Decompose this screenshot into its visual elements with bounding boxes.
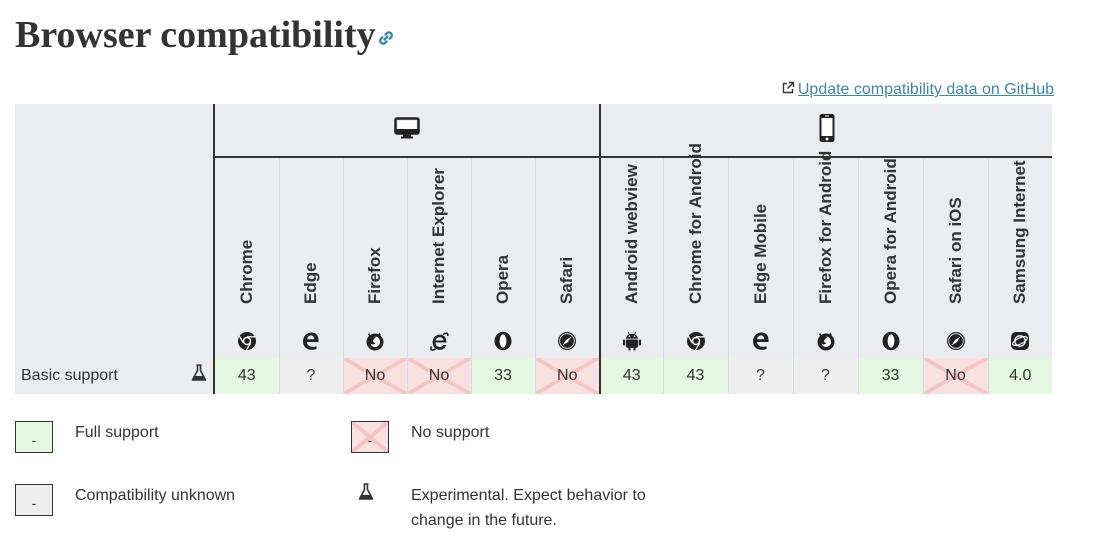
support-cell-android-webview[interactable]: 43 (599, 358, 663, 394)
support-cell-samsung-internet[interactable]: 4.0 (987, 358, 1052, 394)
browser-header-internet-explorer: Internet Explorer (406, 157, 471, 358)
support-cell-edge[interactable]: ? (278, 358, 343, 394)
browser-header-safari: Safari (534, 157, 601, 358)
legend-full-support-swatch: - (15, 421, 53, 453)
internet-explorer-icon (430, 332, 449, 351)
safari-icon (946, 332, 965, 350)
firefox-icon (366, 332, 384, 351)
browser-name: Safari (557, 256, 577, 304)
browser-header-opera-for-android: Opera for Android (857, 157, 923, 358)
opera-icon (882, 331, 899, 351)
browser-header-edge-mobile: Edge Mobile (727, 157, 793, 358)
browser-name: Firefox for Android (815, 150, 835, 304)
browser-header-samsung-internet: Samsung Internet (987, 157, 1052, 358)
browser-row: Chrome Edge Firefox Internet Explorer Opera S… (15, 143, 1052, 358)
browser-name: Chrome for Android (685, 143, 705, 304)
feature-name-cell: Basic support (15, 358, 215, 394)
support-cell-safari-on-ios[interactable]: No (922, 358, 988, 394)
legend-unknown-swatch: - (15, 484, 53, 516)
compat-table: Chrome Edge Firefox Internet Explorer Opera S… (15, 104, 1052, 394)
support-cell-firefox[interactable]: No (342, 358, 407, 394)
browser-header-chrome-for-android: Chrome for Android (662, 143, 728, 358)
external-link-icon (782, 81, 795, 94)
feature-name: Basic support (21, 367, 118, 384)
legend-no-support-label: No support (411, 424, 490, 441)
support-cell-chrome[interactable]: 43 (214, 358, 279, 394)
experimental-flask-icon (358, 483, 374, 500)
page-title: Browser compatibility (15, 14, 376, 56)
edge-icon (752, 332, 769, 350)
browser-header-chrome: Chrome (214, 157, 279, 358)
browser-header-firefox-for-android: Firefox for Android (792, 151, 858, 358)
browser-name: Edge Mobile (750, 203, 770, 304)
legend-experimental-label: Experimental. Expect behavior to change … (411, 487, 646, 529)
update-link-label: Update compatibility data on GitHub (797, 81, 1054, 98)
opera-icon (494, 331, 512, 351)
browser-header-safari-on-ios: Safari on iOS (922, 157, 988, 358)
browser-name: Edge (301, 262, 320, 304)
update-compat-data-link[interactable]: Update compatibility data on GitHub (781, 80, 1054, 100)
browser-name: Samsung Internet (1010, 160, 1030, 304)
experimental-flask-icon (191, 364, 207, 381)
support-cell-chrome-for-android[interactable]: 43 (662, 358, 728, 394)
legend-no-support-swatch: - (351, 421, 389, 453)
browser-name: Android webview (621, 164, 641, 304)
platform-row (15, 104, 1052, 358)
browser-header-opera: Opera (470, 157, 535, 358)
support-cell-safari[interactable]: No (534, 358, 601, 394)
safari-icon (558, 332, 577, 350)
browser-name: Internet Explorer (429, 167, 448, 304)
support-cell-internet-explorer[interactable]: No (406, 358, 471, 394)
chrome-icon (237, 332, 256, 351)
browser-header-firefox: Firefox (342, 157, 407, 358)
platform-mobile (600, 104, 1052, 158)
browser-header-android-webview: Android webview (599, 157, 663, 358)
legend-full-support-label: Full support (75, 424, 159, 441)
support-cell-edge-mobile[interactable]: ? (727, 358, 793, 394)
desktop-icon (394, 116, 420, 138)
support-cell-firefox-for-android[interactable]: ? (792, 358, 858, 394)
browser-name: Chrome (236, 239, 256, 304)
mobile-icon (819, 113, 834, 142)
legend-unknown-label: Compatibility unknown (75, 487, 236, 504)
samsung-internet-icon (1011, 332, 1030, 350)
platform-desktop (214, 104, 601, 158)
browser-name: Opera (493, 254, 512, 304)
browser-name: Opera for Android (880, 158, 900, 304)
table-corner (15, 104, 215, 358)
support-cell-opera[interactable]: 33 (470, 358, 535, 394)
browser-name: Firefox (365, 247, 384, 304)
table-row: Basic support 43? No No 33 No 43 43?? 33 No 4.0 (15, 358, 1052, 394)
edge-icon (303, 332, 319, 350)
chrome-icon (686, 332, 705, 351)
browser-name: Safari on iOS (945, 197, 965, 304)
link-icon[interactable] (376, 28, 396, 48)
android-icon (622, 331, 641, 351)
firefox-icon (817, 332, 834, 351)
support-cell-opera-for-android[interactable]: 33 (857, 358, 923, 394)
browser-header-edge: Edge (278, 157, 343, 358)
